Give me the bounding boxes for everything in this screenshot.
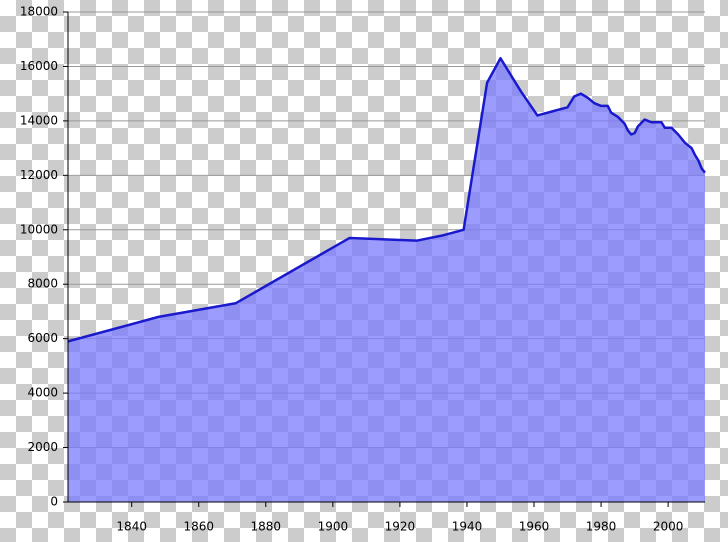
x-tick-label: 1900: [318, 520, 349, 534]
x-tick-label: 1860: [183, 520, 214, 534]
y-tick-label: 2000: [27, 440, 58, 454]
y-tick-label: 18000: [20, 5, 58, 19]
y-tick-label: 14000: [20, 113, 58, 127]
y-tick-label: 8000: [27, 277, 58, 291]
x-tick-label: 1840: [116, 520, 147, 534]
y-tick-label: 16000: [20, 59, 58, 73]
y-tick-label: 10000: [20, 222, 58, 236]
line: [67, 57, 706, 343]
y-tick-label: 12000: [20, 168, 58, 182]
x-tick-label: 1980: [586, 520, 617, 534]
x-tick-label: 1880: [251, 520, 282, 534]
x-tick-label: 1940: [452, 520, 483, 534]
y-tick-label: 0: [50, 495, 58, 509]
x-tick-label: 1920: [385, 520, 416, 534]
x-tick-label: 2000: [653, 520, 684, 534]
x-tick-label: 1960: [519, 520, 550, 534]
y-tick-label: 4000: [27, 386, 58, 400]
area-fill: [68, 58, 705, 502]
y-tick-label: 6000: [27, 331, 58, 345]
